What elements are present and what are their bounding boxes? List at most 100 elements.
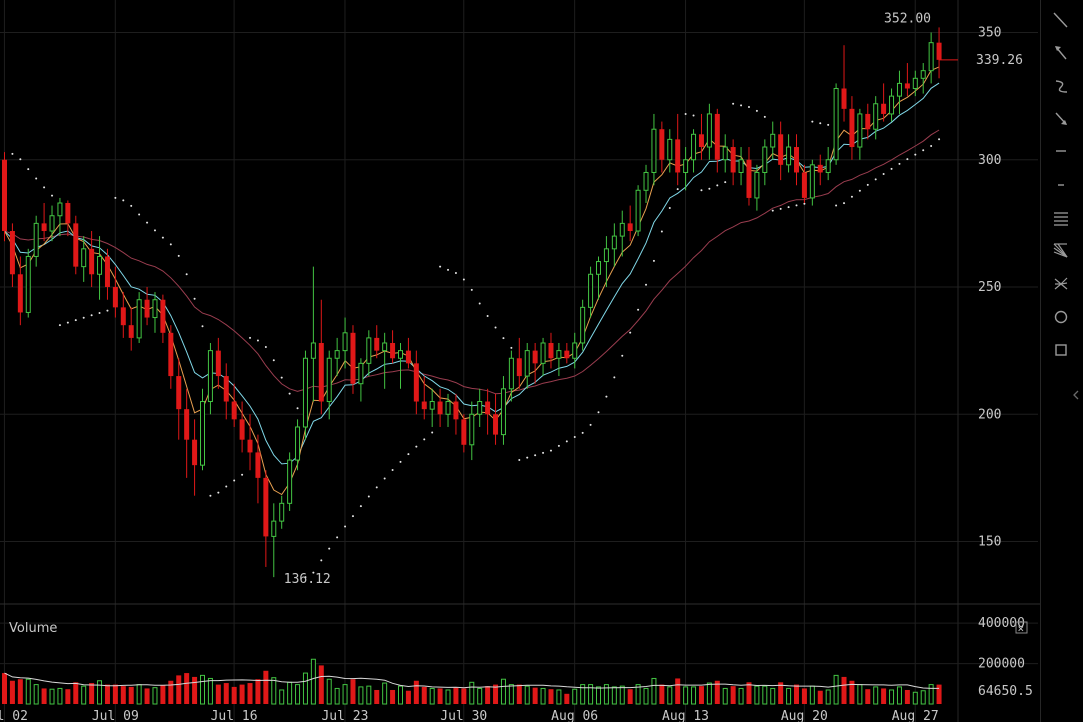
price-chart[interactable]: 150 200 250 300 350 Jul 02 Jul 09 Jul 16 Jul 23… <box>0 0 1040 722</box>
candle <box>912 70 918 97</box>
psar-dot <box>486 314 489 317</box>
psar-dot <box>153 229 156 232</box>
candle <box>588 266 594 318</box>
trend-line-tool[interactable] <box>1047 6 1075 34</box>
psar-dot <box>391 469 394 472</box>
volume-bar <box>318 665 324 704</box>
volume-bar <box>184 673 190 704</box>
psar-dot <box>573 436 576 439</box>
volume-bar <box>865 689 871 704</box>
fan-icon <box>1053 243 1068 258</box>
candle <box>928 32 934 84</box>
volume-bar <box>873 686 879 705</box>
candle <box>794 134 799 186</box>
candle <box>809 159 815 206</box>
volume-bar <box>698 686 704 704</box>
candle <box>310 266 316 402</box>
short-line-tool[interactable] <box>1047 171 1075 199</box>
candle <box>603 236 609 287</box>
psar-dot <box>629 331 632 334</box>
psar-dot <box>700 189 703 192</box>
candle <box>405 337 411 369</box>
volume-bar <box>128 686 134 704</box>
candle <box>651 113 657 186</box>
y-tick-label: 200 <box>978 407 1001 422</box>
psar-dot <box>336 536 339 539</box>
volume-bar <box>588 684 594 705</box>
volume-bar <box>817 690 823 704</box>
close-icon: × <box>1018 622 1025 635</box>
candle <box>833 83 839 165</box>
circle-tool[interactable] <box>1047 303 1075 331</box>
psar-dot <box>161 236 164 239</box>
candle <box>120 292 126 338</box>
candle <box>176 358 182 440</box>
psar-dot <box>312 571 315 574</box>
candle <box>453 393 459 435</box>
psar-dot <box>914 153 917 156</box>
candle <box>81 236 87 282</box>
candle <box>667 129 673 173</box>
volume-bar <box>857 684 863 705</box>
candle <box>524 342 530 389</box>
candlesticks <box>2 27 942 578</box>
volume-bar <box>41 688 47 704</box>
candle <box>516 337 522 389</box>
volume-bar <box>255 679 261 704</box>
arrow-down-tool[interactable] <box>1047 105 1075 133</box>
volume-grid <box>0 622 1038 665</box>
x-tick-label: Jul 02 <box>0 709 28 722</box>
candle <box>770 121 776 160</box>
arrow-down-icon <box>1055 112 1067 125</box>
pitchfork-tool[interactable] <box>1047 270 1075 298</box>
volume-bar <box>548 689 554 704</box>
volume-bar <box>928 684 934 705</box>
candle <box>619 210 625 257</box>
arrow-up-tool[interactable] <box>1047 39 1075 67</box>
psar-dot <box>478 302 481 305</box>
horizontal-line-tool[interactable] <box>1047 138 1075 166</box>
psar-dot <box>304 576 307 579</box>
parallel-channel-tool[interactable] <box>1047 204 1075 232</box>
volume-bar <box>239 684 245 704</box>
psar-dot <box>439 265 442 268</box>
volume-bars <box>2 658 942 705</box>
candle <box>485 388 491 435</box>
volume-bar <box>136 684 142 705</box>
y-tick-label: 350 <box>978 26 1001 41</box>
volume-bar <box>390 689 396 704</box>
volume-bar <box>120 686 126 704</box>
candle <box>857 108 863 160</box>
candle <box>302 350 308 440</box>
psar-dot <box>565 440 568 443</box>
volume-bar <box>271 677 277 705</box>
psar-dot <box>549 449 552 452</box>
psar-dot <box>11 152 14 155</box>
x-tick-label: Jul 09 <box>92 709 139 722</box>
volume-bar <box>192 676 198 704</box>
fan-tool[interactable] <box>1047 237 1075 265</box>
circle-icon <box>1054 310 1068 324</box>
volume-bar <box>596 686 601 705</box>
volume-bar <box>231 686 237 704</box>
collapse-toolbar-button[interactable] <box>1071 385 1081 405</box>
volume-close-button[interactable]: × <box>1015 621 1028 635</box>
psar-dot <box>526 456 529 459</box>
psar-dot <box>98 311 101 314</box>
psar-dot <box>930 144 933 147</box>
volume-bar <box>683 686 689 705</box>
candle <box>556 342 562 377</box>
curve-tool[interactable] <box>1047 72 1075 100</box>
candle <box>263 470 269 567</box>
volume-bar <box>714 680 720 704</box>
psar-dot <box>407 453 410 456</box>
chevron-left-icon <box>1073 390 1079 400</box>
volume-bar <box>524 685 530 705</box>
psar-dot <box>146 221 149 224</box>
psar-dot <box>35 177 38 180</box>
psar-dot <box>383 477 386 480</box>
volume-bar <box>215 684 221 704</box>
psar-dot <box>249 336 252 339</box>
rectangle-tool[interactable] <box>1047 336 1075 364</box>
psar-dot <box>27 168 30 171</box>
